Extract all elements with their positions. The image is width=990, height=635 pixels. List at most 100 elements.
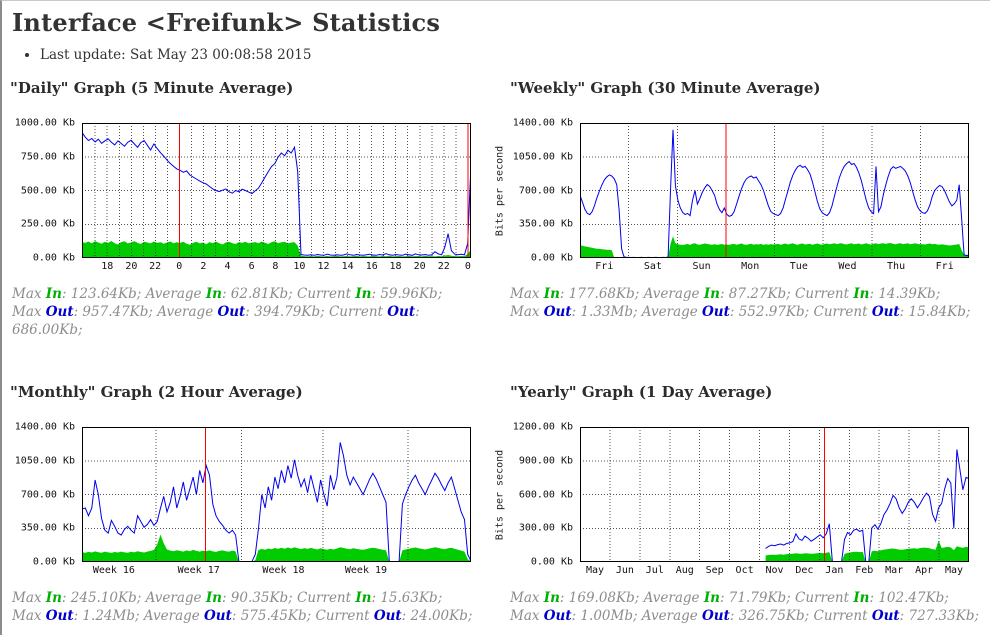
y-axis-label: 1050.00 Kb [14,455,75,467]
y-axis-label: 0.00 Kb [32,556,75,568]
x-axis-label: Week 19 [344,565,388,576]
out-label: Out [702,608,730,624]
x-axis-label: Oct [735,565,754,576]
y-axis-label: 1000.00 Kb [14,117,75,129]
x-axis-label: Sun [692,261,711,272]
x-axis-label: 2 [200,261,207,272]
x-axis-label: 22 [149,261,162,272]
x-axis-label: Sat [643,261,662,272]
y-axis-label: 1400.00 Kb [512,117,573,129]
stats-in-line: Max In: 169.08Kb; Average In: 71.79Kb; C… [510,590,949,606]
x-axis-labels: May Jun Jul Aug Sep Oct Nov Dec Jan Feb Mar Apr May [580,562,969,577]
traffic-plot [580,427,969,562]
x-axis-label: 10 [293,261,306,272]
y-axis-title-text: Bits per second [494,145,506,236]
last-update: Last update: Sat May 23 00:08:58 2015 [40,47,990,63]
x-axis-label: Week 17 [177,565,220,576]
in-label: In [853,590,870,606]
plot-area: 18 20 22 0 2 4 6 8 10 12 14 16 18 20 22 0 [82,123,471,273]
out-label: Out [702,304,730,320]
in-label: In [543,286,560,302]
x-axis-labels: Week 16 Week 17 Week 18 Week 19 [82,562,471,577]
x-axis-label: Jun [615,565,634,576]
x-axis-label: Dec [795,565,814,576]
out-label: Out [373,608,402,624]
in-label: In [543,590,560,606]
x-axis-label: 20 [125,261,138,272]
traffic-stats: Max In: 245.10Kb; Average In: 90.35Kb; C… [12,589,492,625]
plot-area: Week 16 Week 17 Week 18 Week 19 [82,427,471,577]
stats-out-line: Max Out: 1.33Mb; Average Out: 552.97Kb; … [510,304,971,320]
y-axis-label: 700.00 Kb [518,185,573,196]
graph: Bits per second 1200.00 Kb 900.00 Kb 600.0… [492,422,982,577]
x-axis-label: Fri [935,261,954,272]
graph: 1400.00 Kb 1050.00 Kb 700.00 Kb 350.00 Kb 0.… [2,422,492,577]
x-axis-label: 0 [176,261,183,272]
x-axis-label: Mon [741,261,760,272]
x-axis-label: 18 [389,261,402,272]
in-label: In [355,590,372,606]
x-axis-label: Nov [765,565,784,576]
stats-out-line: Max Out: 957.47Kb; Average Out: 394.79Kb… [12,304,420,338]
stats-out-line: Max Out: 1.24Mb; Average Out: 575.45Kb; … [12,608,473,624]
traffic-plot [580,123,969,258]
y-axis-label: 1200.00 Kb [512,421,573,433]
y-axis-label: 0.00 Kb [32,252,75,264]
y-axis-labels: 1400.00 Kb 1050.00 Kb 700.00 Kb 350.00 Kb 0.… [508,118,580,264]
stats-out-line: Max Out: 1.00Mb; Average Out: 326.75Kb; … [510,608,980,624]
y-axis-label: 350.00 Kb [518,218,573,230]
traffic-plot [82,427,471,562]
graph: Bits per second 1400.00 Kb 1050.00 Kb 700.… [492,118,982,273]
traffic-plot [82,123,471,258]
x-axis-label: Sep [705,565,724,576]
in-label: In [355,286,372,302]
x-axis-label: 8 [272,261,279,272]
y-axis-title-text: Bits per second [494,449,506,540]
out-label: Out [45,304,74,320]
out-label: Out [204,608,232,624]
y-axis-label: 900.00 Kb [518,455,573,467]
x-axis-label: Week 16 [92,565,135,576]
plot-area: Fri Sat Sun Mon Tue Wed Thu Fri [580,123,969,273]
in-label: In [703,590,720,606]
stats-in-line: Max In: 245.10Kb; Average In: 90.35Kb; C… [12,590,443,606]
mrtg-page: Interface <Freifunk> Statistics Last upd… [2,8,990,625]
x-axis-label: Wed [838,261,857,272]
in-label: In [205,286,222,302]
x-axis-label: 12 [317,261,330,272]
graph-heading: "Weekly" Graph (30 Minute Average) [510,79,821,97]
graphs-grid: "Daily" Graph (5 Minute Average) 1000.00… [2,79,990,625]
y-axis-label: 350.00 Kb [20,522,75,534]
x-axis-label: 14 [341,261,354,272]
in-label: In [45,590,62,606]
y-axis-label: 500.00 Kb [20,185,75,196]
graph: 1000.00 Kb 750.00 Kb 500.00 Kb 250.00 Kb 0.0… [2,118,492,273]
stats-in-line: Max In: 123.64Kb; Average In: 62.81Kb; C… [12,286,443,302]
out-label: Out [45,608,74,624]
graph-section-yearly: "Yearly" Graph (1 Day Average) Bits per … [492,383,982,625]
y-axis-labels: 1400.00 Kb 1050.00 Kb 700.00 Kb 350.00 Kb 0.… [2,422,82,568]
y-axis-label: 750.00 Kb [20,151,75,163]
page-title: Interface <Freifunk> Statistics [12,8,441,37]
graph-section-daily: "Daily" Graph (5 Minute Average) 1000.00… [2,79,492,339]
out-label: Out [871,608,900,624]
y-axis-label: 600.00 Kb [518,489,573,500]
y-axis-label: 0.00 Kb [530,556,573,568]
graph-heading: "Daily" Graph (5 Minute Average) [10,79,294,97]
x-axis-label: Jul [645,565,664,576]
y-axis-labels: 1200.00 Kb 900.00 Kb 600.00 Kb 300.00 Kb 0.0… [508,422,580,568]
x-axis-label: 6 [248,261,255,272]
in-label: In [703,286,720,302]
x-axis-label: Fri [595,261,614,272]
x-axis-label: 0 [464,261,471,272]
y-axis-title: Bits per second [492,427,508,562]
out-label: Out [217,304,246,320]
traffic-stats: Max In: 177.68Kb; Average In: 87.27Kb; C… [510,285,982,321]
out-label: Out [543,608,572,624]
x-axis-labels: 18 20 22 0 2 4 6 8 10 12 14 16 18 20 22 0 [82,258,471,273]
in-label: In [205,590,222,606]
x-axis-label: 18 [101,261,114,272]
y-axis-label: 1400.00 Kb [14,421,75,433]
x-axis-label: Tue [789,261,808,272]
x-axis-label: May [944,565,964,576]
